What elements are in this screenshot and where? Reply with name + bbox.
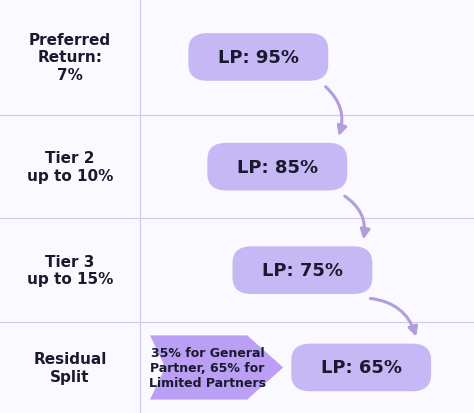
FancyArrowPatch shape <box>370 299 417 334</box>
FancyBboxPatch shape <box>232 247 373 294</box>
FancyArrowPatch shape <box>326 88 346 133</box>
FancyArrowPatch shape <box>345 197 369 237</box>
FancyBboxPatch shape <box>189 34 328 82</box>
Text: Tier 2
up to 10%: Tier 2 up to 10% <box>27 151 113 183</box>
Text: Tier 3
up to 15%: Tier 3 up to 15% <box>27 254 113 287</box>
Text: LP: 95%: LP: 95% <box>218 49 299 67</box>
FancyBboxPatch shape <box>207 144 347 191</box>
Text: Preferred
Return:
7%: Preferred Return: 7% <box>29 33 111 83</box>
Text: LP: 75%: LP: 75% <box>262 261 343 280</box>
Text: Residual
Split: Residual Split <box>33 351 107 384</box>
Text: LP: 85%: LP: 85% <box>237 158 318 176</box>
Text: 35% for General
Partner, 65% for
Limited Partners: 35% for General Partner, 65% for Limited… <box>149 346 266 389</box>
FancyBboxPatch shape <box>291 344 431 392</box>
Polygon shape <box>150 335 283 400</box>
Text: LP: 65%: LP: 65% <box>321 358 401 377</box>
